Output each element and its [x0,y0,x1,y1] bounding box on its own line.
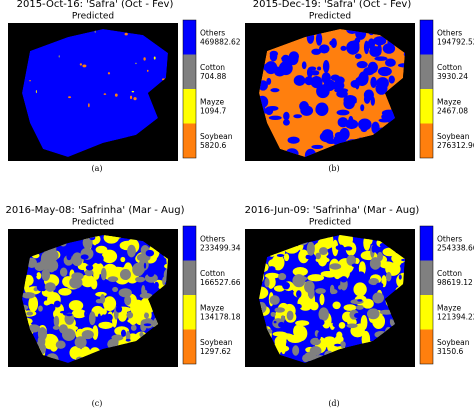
legend-value: 1094.7 [200,106,226,115]
legend-label: Cotton [200,269,225,278]
caption: (d) [328,399,339,408]
panel: 2016-Jun-09: 'Safrinha' (Mar - Aug) Predi… [245,205,474,408]
legend-label: Others [200,28,225,37]
legend-value: 134178.18 [200,312,241,321]
legend-swatch [420,20,433,55]
legend-swatch [183,226,196,261]
legend-value: 5820.6 [200,141,226,150]
legend-label: Mayze [200,97,224,106]
legend-swatch [420,123,433,158]
legend-value: 194792.52 [437,37,474,46]
legend-label: Cotton [437,269,462,278]
legend-frame [419,225,434,365]
panel-subtitle: Predicted [309,12,351,22]
legend-value: 3930.24 [437,72,468,81]
caption: (c) [92,399,103,408]
legend-swatch [420,295,433,330]
legend-label: Others [200,234,225,243]
map-region [22,29,168,157]
legend-label: Mayze [437,303,461,312]
legend-frame [182,19,197,159]
panel: 2015-Dec-19: 'Safra' (Oct - Fev) Predicte… [245,0,474,173]
panel: 2015-Oct-16: 'Safra' (Oct - Fev) Predicte… [8,0,241,173]
legend-frame [182,225,197,365]
legend-value: 469882.62 [200,37,241,46]
panel-subtitle: Predicted [309,218,351,228]
legend-label: Mayze [200,303,224,312]
panel-subtitle: Predicted [72,218,114,228]
legend-value: 276312.96 [437,141,474,150]
panel-title: 2015-Dec-19: 'Safra' (Oct - Fev) [253,0,412,10]
panel: 2016-May-08: 'Safrinha' (Mar - Aug) Predi… [6,205,241,408]
panel-title: 2015-Oct-16: 'Safra' (Oct - Fev) [17,0,174,10]
legend-swatch [183,329,196,364]
legend-label: Mayze [437,97,461,106]
legend-label: Cotton [200,63,225,72]
legend-label: Cotton [437,63,462,72]
panel-title: 2016-Jun-09: 'Safrinha' (Mar - Aug) [245,205,420,216]
panel-subtitle: Predicted [72,12,114,22]
legend-value: 98619.12 [437,278,473,287]
legend-swatch [420,226,433,261]
caption: (a) [91,164,102,173]
legend-value: 254338.66 [437,243,474,252]
legend-value: 2467.08 [437,106,468,115]
legend-swatch [183,20,196,55]
legend-value: 233499.34 [200,243,241,252]
legend-value: 1297.62 [200,347,231,356]
legend-swatch [183,54,196,89]
caption: (b) [328,164,339,173]
legend-label: Soybean [437,132,470,141]
legend-value: 3150.6 [437,347,463,356]
legend-swatch [183,123,196,158]
legend-value: 121394.22 [437,312,474,321]
legend-frame [419,19,434,159]
legend-label: Soybean [200,338,233,347]
legend-label: Others [437,28,462,37]
panel-title: 2016-May-08: 'Safrinha' (Mar - Aug) [6,205,185,216]
legend-swatch [420,260,433,295]
legend-swatch [183,295,196,330]
legend-label: Others [437,234,462,243]
legend-swatch [183,89,196,124]
legend-value: 704.88 [200,72,226,81]
legend-swatch [420,89,433,124]
legend-swatch [420,329,433,364]
legend-swatch [183,260,196,295]
legend-label: Soybean [437,338,470,347]
legend-swatch [420,54,433,89]
legend-label: Soybean [200,132,233,141]
legend-value: 166527.66 [200,278,241,287]
